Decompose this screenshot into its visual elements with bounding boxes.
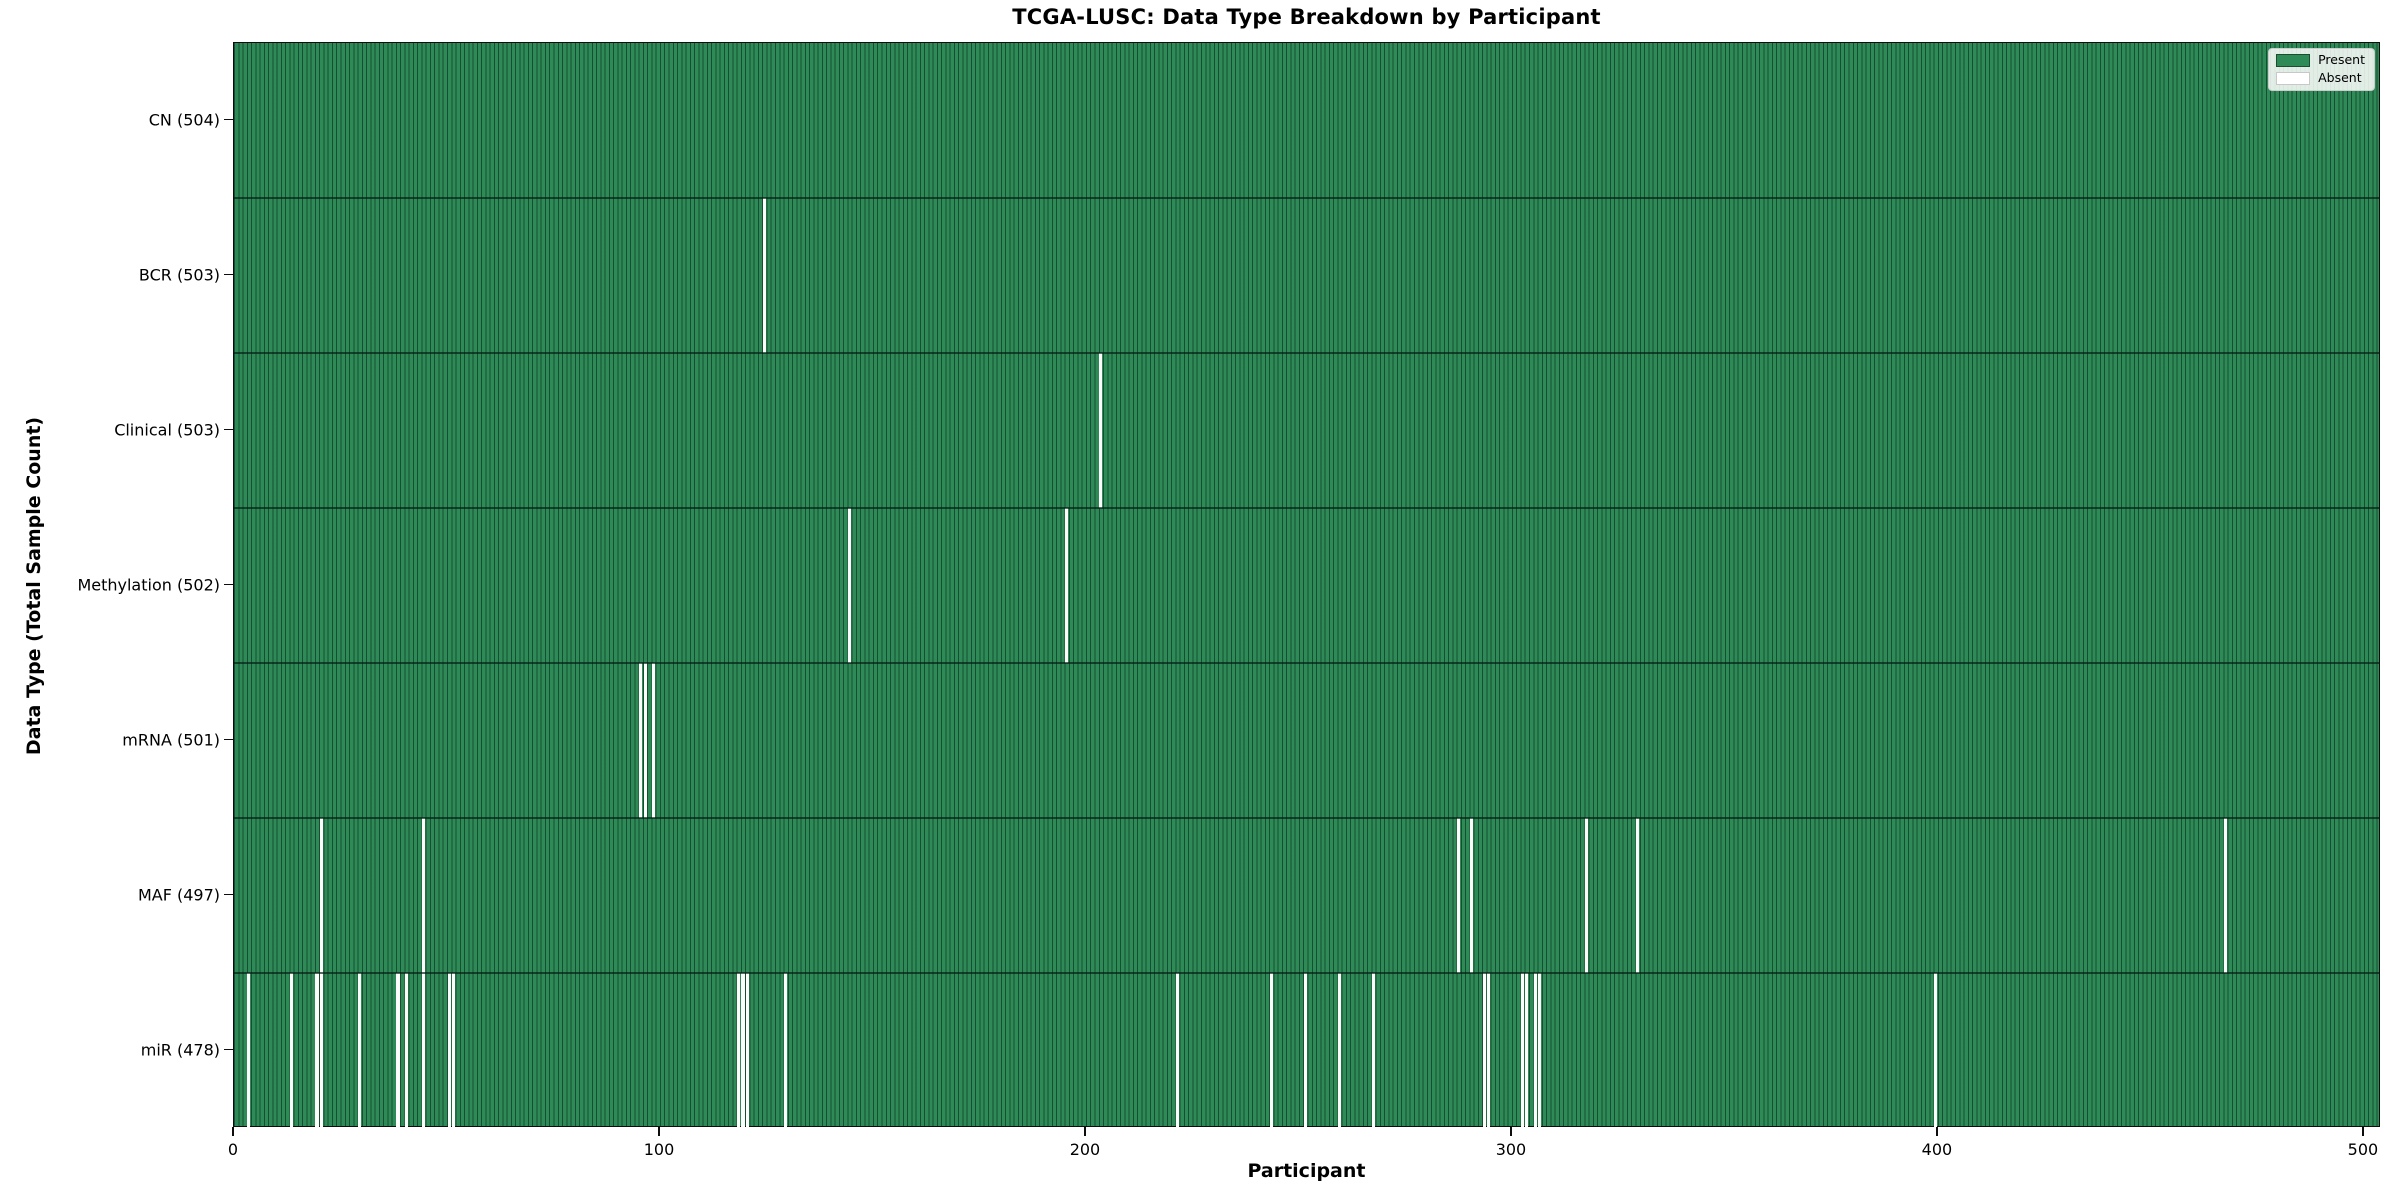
- absent-miR-119: [741, 973, 745, 1128]
- row-separator: [234, 972, 2379, 974]
- y-tick-mark-MAF: [224, 893, 233, 896]
- x-tick-mark-300: [1510, 1127, 1512, 1136]
- plot-area: Present Absent: [233, 42, 2380, 1128]
- absent-miR-259: [1337, 973, 1342, 1128]
- x-tick-mark-100: [658, 1127, 660, 1136]
- absent-MAF-290: [1469, 818, 1474, 973]
- row-Methylation: [234, 508, 2379, 663]
- absent-miR-305: [1533, 973, 1537, 1128]
- x-tick-mark-500: [2362, 1127, 2364, 1136]
- x-tick-label-300: 300: [1495, 1140, 1527, 1159]
- y-tick-mark-CN: [224, 118, 233, 121]
- row-MAF: [234, 818, 2379, 973]
- x-tick-mark-0: [232, 1127, 234, 1136]
- absent-miR-120: [745, 973, 749, 1128]
- absent-miR-51: [451, 973, 455, 1128]
- y-tick-mark-Methylation: [224, 583, 233, 586]
- absent-MAF-287: [1457, 818, 1461, 973]
- absent-miR-40: [404, 973, 409, 1128]
- absent-miR-306: [1538, 973, 1542, 1128]
- absent-miR-44: [421, 973, 426, 1128]
- x-tick-label-0: 0: [227, 1140, 239, 1159]
- absent-Methylation-195: [1065, 508, 1069, 663]
- y-tick-label-mRNA: mRNA (501): [122, 730, 220, 749]
- absent-MAF-317: [1584, 818, 1589, 973]
- y-tick-mark-miR: [224, 1048, 233, 1051]
- row-separator: [234, 197, 2379, 199]
- y-tick-label-miR: miR (478): [140, 1040, 220, 1059]
- absent-miR-303: [1525, 973, 1529, 1128]
- absent-miR-399: [1934, 973, 1938, 1128]
- x-axis-label: Participant: [1247, 1160, 1366, 1182]
- absent-miR-20: [319, 973, 323, 1128]
- absent-miR-3: [247, 973, 251, 1128]
- absent-MAF-44: [421, 818, 426, 973]
- y-tick-mark-mRNA: [224, 738, 233, 741]
- absent-miR-251: [1303, 973, 1307, 1128]
- absent-MAF-20: [319, 818, 323, 973]
- legend: Present Absent: [2268, 48, 2375, 91]
- x-tick-label-200: 200: [1069, 1140, 1101, 1159]
- absent-miR-293: [1482, 973, 1486, 1128]
- absent-MAF-329: [1636, 818, 1640, 973]
- absent-miR-38: [396, 973, 400, 1128]
- absent-miR-294: [1486, 973, 1491, 1128]
- y-tick-label-Clinical: Clinical (503): [114, 420, 220, 439]
- absent-miR-302: [1521, 973, 1525, 1128]
- legend-item-absent: Absent: [2276, 72, 2365, 85]
- x-tick-label-100: 100: [643, 1140, 675, 1159]
- legend-label-absent: Absent: [2318, 70, 2362, 86]
- absent-miR-221: [1175, 973, 1180, 1128]
- legend-swatch-absent-icon: [2276, 72, 2311, 85]
- absent-miR-118: [737, 973, 741, 1128]
- absent-Clinical-203: [1099, 353, 1103, 508]
- y-tick-label-Methylation: Methylation (502): [77, 575, 220, 594]
- row-BCR: [234, 198, 2379, 353]
- x-tick-mark-400: [1936, 1127, 1938, 1136]
- absent-miR-29: [358, 973, 362, 1128]
- absent-mRNA-95: [639, 663, 643, 818]
- absent-BCR-124: [762, 198, 766, 353]
- absent-MAF-467: [2223, 818, 2228, 973]
- absent-miR-267: [1371, 973, 1376, 1128]
- y-tick-label-BCR: BCR (503): [138, 265, 220, 284]
- y-tick-label-CN: CN (504): [148, 110, 220, 129]
- absent-miR-129: [784, 973, 788, 1128]
- row-separator: [234, 662, 2379, 664]
- legend-label-present: Present: [2318, 52, 2365, 68]
- y-tick-mark-Clinical: [224, 428, 233, 431]
- absent-miR-19: [315, 973, 319, 1128]
- row-CN: [234, 43, 2379, 198]
- y-tick-label-MAF: MAF (497): [137, 885, 220, 904]
- row-Clinical: [234, 353, 2379, 508]
- absent-mRNA-96: [643, 663, 647, 818]
- x-tick-label-500: 500: [2347, 1140, 2379, 1159]
- legend-swatch-present-icon: [2276, 54, 2311, 67]
- row-mRNA: [234, 663, 2379, 818]
- absent-mRNA-98: [652, 663, 656, 818]
- row-separator: [234, 817, 2379, 819]
- x-tick-label-400: 400: [1921, 1140, 1953, 1159]
- absent-Methylation-144: [847, 508, 852, 663]
- row-separator: [234, 352, 2379, 354]
- absent-miR-13: [289, 973, 294, 1128]
- row-separator: [234, 507, 2379, 509]
- chart-title: TCGA-LUSC: Data Type Breakdown by Partic…: [1012, 5, 1601, 29]
- x-tick-mark-200: [1084, 1127, 1086, 1136]
- y-tick-mark-BCR: [224, 273, 233, 276]
- absent-miR-50: [447, 973, 451, 1128]
- absent-miR-243: [1269, 973, 1273, 1128]
- legend-item-present: Present: [2276, 54, 2365, 67]
